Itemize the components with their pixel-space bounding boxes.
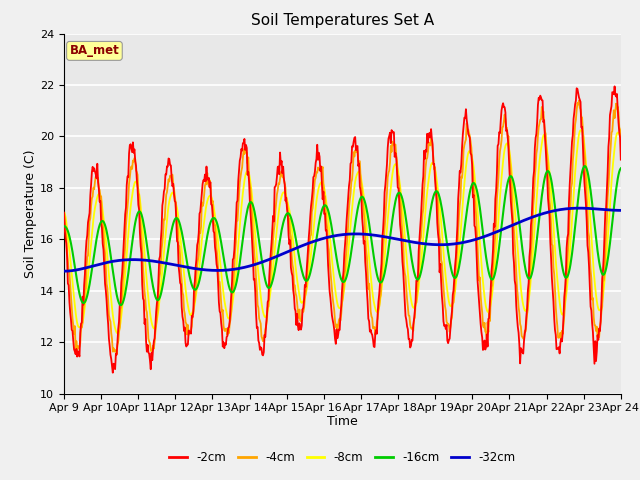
Text: BA_met: BA_met — [70, 44, 119, 58]
Legend: -2cm, -4cm, -8cm, -16cm, -32cm: -2cm, -4cm, -8cm, -16cm, -32cm — [164, 446, 520, 469]
Y-axis label: Soil Temperature (C): Soil Temperature (C) — [24, 149, 37, 278]
Title: Soil Temperatures Set A: Soil Temperatures Set A — [251, 13, 434, 28]
X-axis label: Time: Time — [327, 415, 358, 428]
